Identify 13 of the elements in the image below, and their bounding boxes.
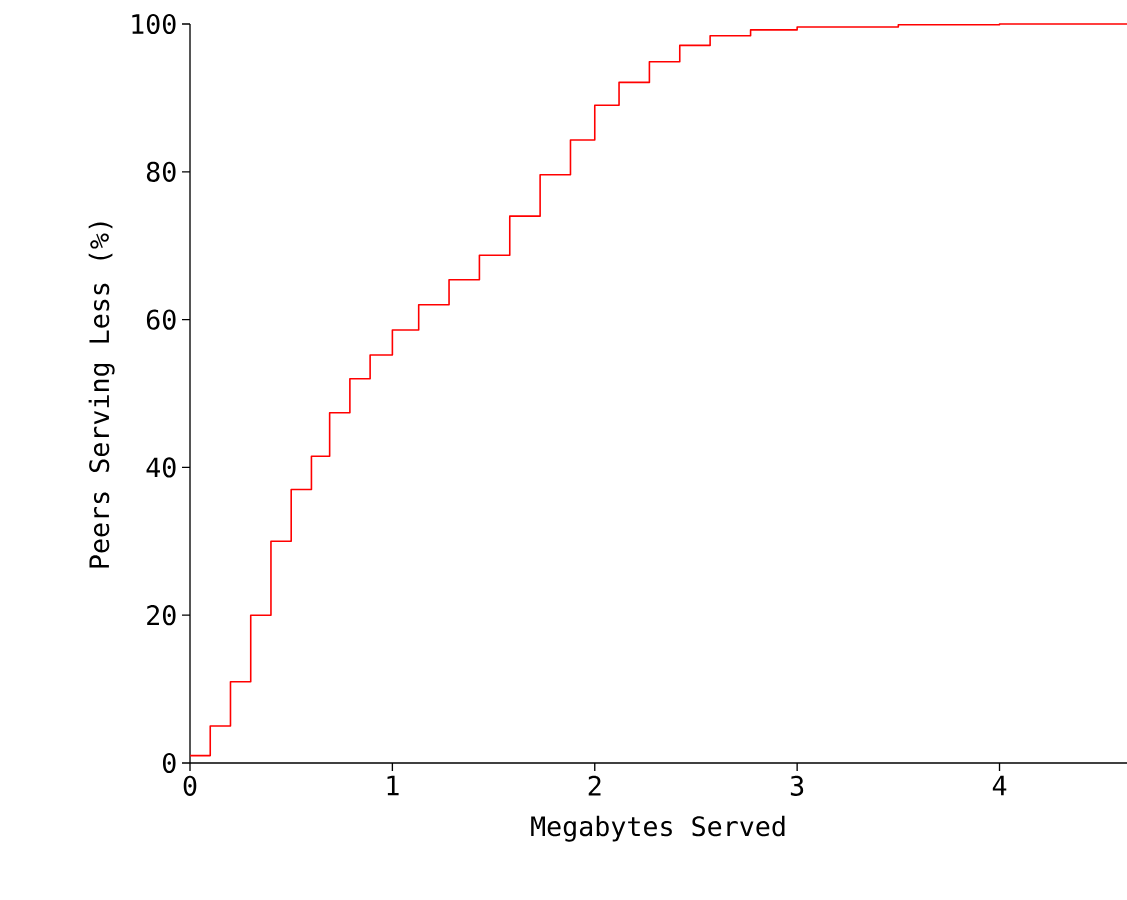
x-tick-label: 4	[992, 775, 1007, 796]
y-axis-title: Peers Serving Less (%)	[88, 222, 115, 568]
y-tick-label: 0	[162, 752, 176, 774]
y-tick-label: 60	[146, 309, 176, 330]
y-tick-label: 80	[146, 161, 176, 182]
x-tick-label: 2	[588, 775, 601, 796]
x-tick-label: 1	[387, 775, 399, 796]
y-tick-label: 20	[147, 605, 176, 626]
x-tick-label: 0	[183, 775, 197, 796]
x-axis-title: Megabytes Served	[531, 815, 785, 842]
y-tick-label: 100	[132, 13, 176, 35]
y-tick-label: 40	[146, 457, 176, 478]
x-tick-label: 3	[790, 775, 804, 796]
